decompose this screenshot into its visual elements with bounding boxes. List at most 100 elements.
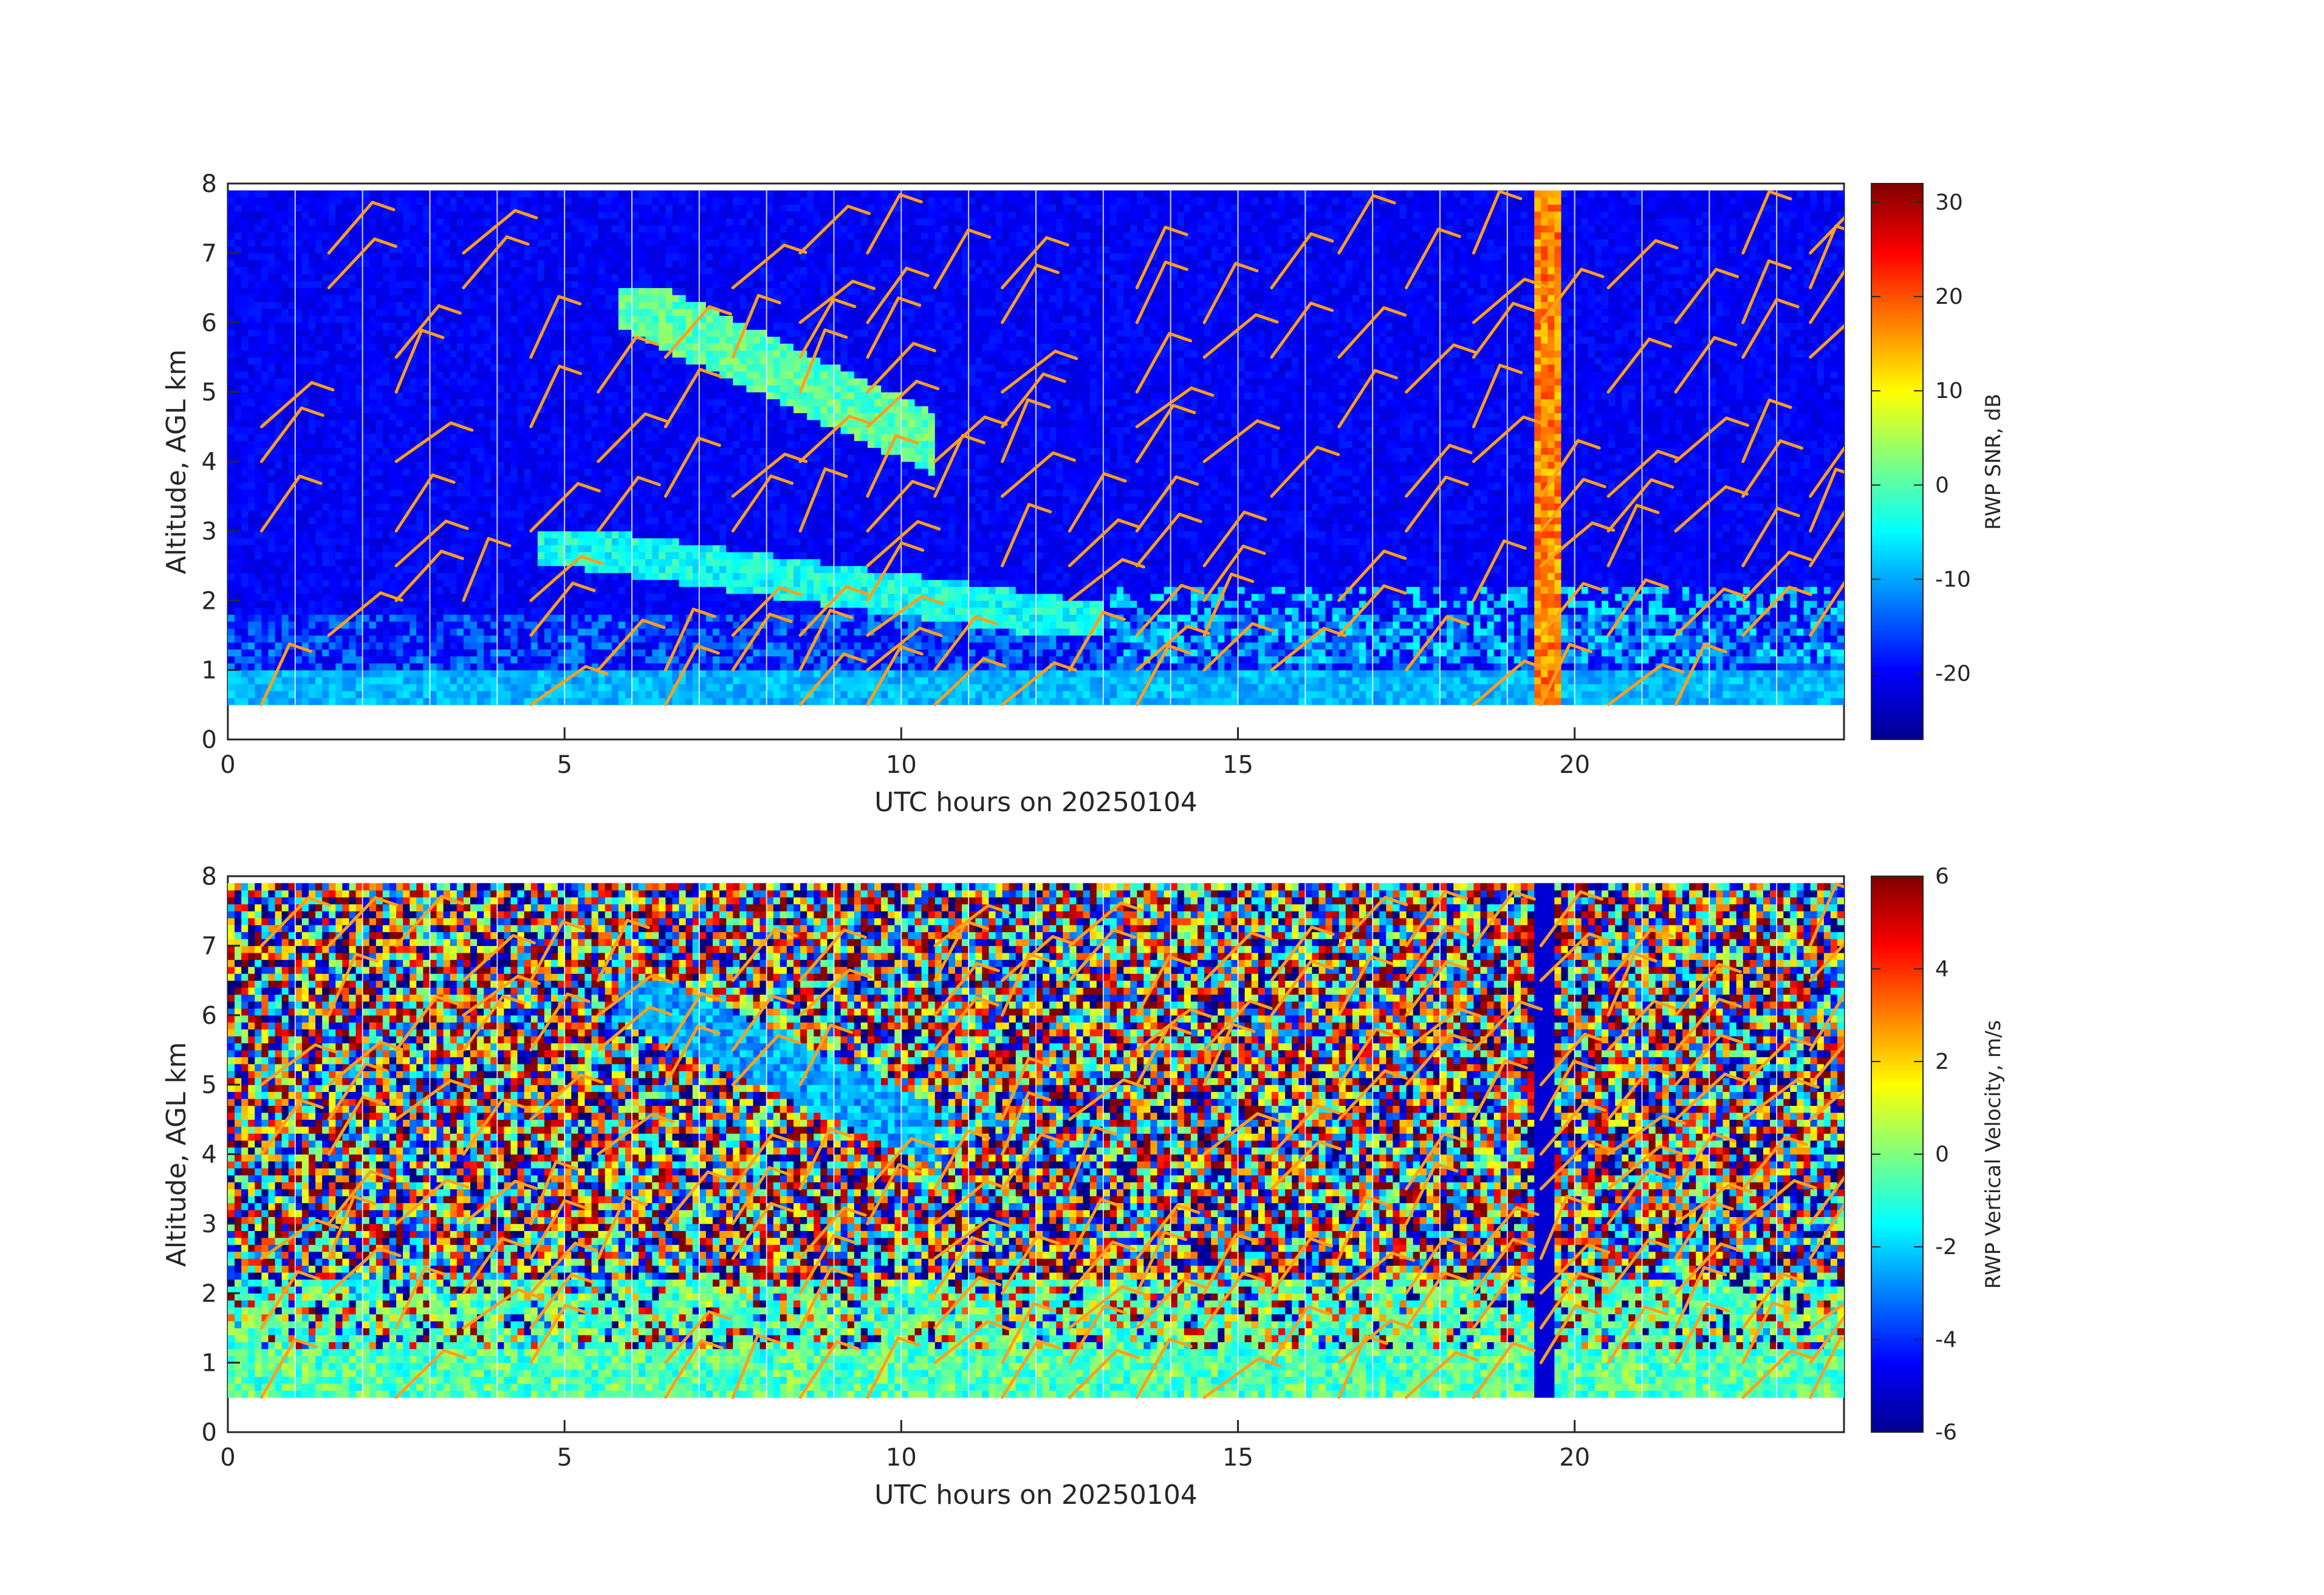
heatmap-cell: [584, 684, 592, 691]
heatmap-cell: [382, 267, 390, 275]
heatmap-cell: [355, 690, 363, 698]
heatmap-cell: [342, 204, 350, 212]
heatmap-cell: [315, 427, 323, 434]
heatmap-cell: [558, 385, 565, 393]
heatmap-cell: [463, 204, 471, 212]
heatmap-cell: [584, 336, 592, 344]
heatmap-cell: [369, 211, 377, 219]
heatmap-cell: [524, 378, 532, 386]
heatmap-cell: [301, 503, 309, 511]
heatmap-cell: [235, 350, 242, 358]
heatmap-cell: [241, 190, 249, 198]
heatmap-cell: [490, 329, 498, 337]
heatmap-cell: [228, 315, 235, 323]
heatmap-cell: [329, 259, 336, 267]
heatmap-cell: [335, 190, 343, 198]
heatmap-cell: [618, 572, 626, 580]
heatmap-cell: [632, 239, 639, 247]
heatmap-cell: [524, 447, 532, 455]
heatmap-cell: [369, 517, 377, 524]
heatmap-cell: [517, 552, 525, 560]
heatmap-cell: [517, 218, 525, 226]
heatmap-cell: [309, 510, 316, 518]
heatmap-cell: [255, 586, 262, 594]
heatmap-cell: [416, 524, 423, 532]
heatmap-cell: [329, 677, 336, 685]
heatmap-cell: [517, 635, 525, 643]
heatmap-cell: [382, 295, 390, 302]
heatmap-cell: [537, 190, 545, 198]
heatmap-cell: [639, 607, 646, 615]
heatmap-cell: [611, 482, 619, 490]
heatmap-cell: [484, 273, 491, 281]
heatmap-cell: [235, 281, 242, 289]
heatmap-cell: [625, 225, 632, 233]
heatmap-cell: [584, 204, 592, 212]
heatmap-cell: [275, 419, 283, 427]
heatmap-cell: [342, 301, 350, 309]
heatmap-cell: [490, 357, 498, 365]
heatmap-cell: [275, 684, 283, 691]
heatmap-cell: [322, 677, 329, 685]
heatmap-cell: [288, 530, 296, 538]
heatmap-cell: [470, 204, 478, 212]
heatmap-cell: [255, 433, 262, 441]
heatmap-cell: [443, 419, 451, 427]
heatmap-cell: [645, 579, 653, 587]
heatmap-cell: [659, 350, 666, 358]
heatmap-cell: [248, 239, 255, 247]
heatmap-cell: [456, 621, 464, 629]
heatmap-cell: [659, 259, 666, 267]
heatmap-cell: [605, 544, 612, 552]
heatmap-cell: [349, 308, 357, 316]
heatmap-cell: [416, 315, 423, 323]
heatmap-cell: [322, 530, 329, 538]
heatmap-cell: [564, 642, 572, 650]
heatmap-cell: [456, 558, 464, 566]
heatmap-cell: [403, 496, 410, 504]
heatmap-cell: [389, 253, 397, 261]
heatmap-cell: [382, 357, 390, 365]
heatmap-cell: [625, 441, 632, 448]
heatmap-cell: [228, 295, 235, 302]
heatmap-cell: [322, 211, 329, 219]
heatmap-cell: [490, 364, 498, 372]
heatmap-cell: [652, 322, 659, 330]
heatmap-cell: [530, 663, 538, 671]
heatmap-cell: [322, 190, 329, 198]
heatmap-cell: [450, 245, 458, 253]
heatmap-cell: [410, 232, 417, 240]
heatmap-cell: [598, 552, 606, 560]
heatmap-cell: [349, 475, 357, 483]
heatmap-cell: [470, 558, 478, 566]
heatmap-cell: [301, 461, 309, 469]
heatmap-cell: [309, 544, 316, 552]
heatmap-cell: [672, 364, 680, 372]
heatmap-cell: [235, 447, 242, 455]
heatmap-cell: [564, 538, 572, 546]
heatmap-cell: [490, 607, 498, 615]
heatmap-cell: [369, 232, 377, 240]
heatmap-cell: [490, 385, 498, 393]
heatmap-cell: [410, 635, 417, 643]
heatmap-cell: [443, 558, 451, 566]
heatmap-cell: [375, 295, 383, 302]
heatmap-cell: [375, 482, 383, 490]
heatmap-cell: [639, 204, 646, 212]
heatmap-cell: [639, 245, 646, 253]
heatmap-cell: [571, 419, 578, 427]
heatmap-cell: [355, 267, 363, 275]
heatmap-cell: [564, 336, 572, 344]
heatmap-cell: [598, 538, 606, 546]
heatmap-cell: [510, 635, 518, 643]
heatmap-cell: [403, 315, 410, 323]
heatmap-cell: [470, 489, 478, 497]
heatmap-cell: [248, 343, 255, 351]
heatmap-cell: [584, 190, 592, 198]
heatmap-cell: [551, 259, 558, 267]
heatmap-cell: [524, 579, 532, 587]
heatmap-cell: [672, 190, 680, 198]
heatmap-cell: [537, 670, 545, 677]
heatmap-cell: [544, 245, 552, 253]
heatmap-cell: [504, 343, 512, 351]
